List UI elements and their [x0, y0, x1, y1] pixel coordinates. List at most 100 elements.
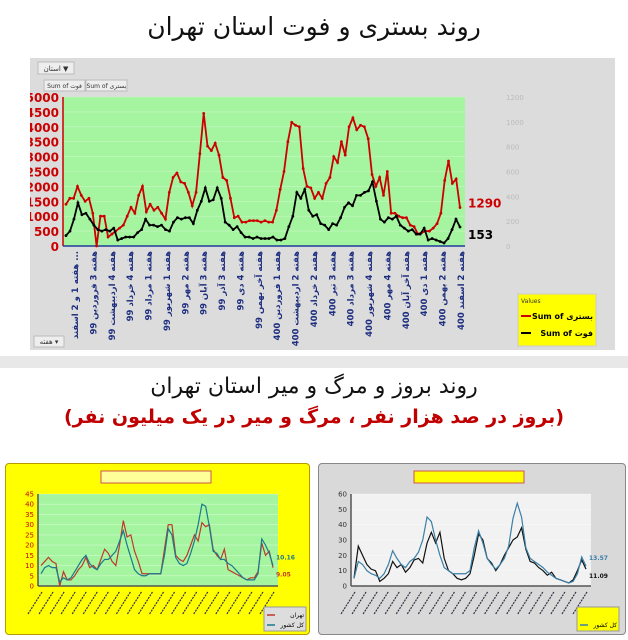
data-point — [255, 235, 259, 239]
data-point — [439, 211, 443, 215]
data-point — [248, 219, 252, 223]
data-point — [118, 226, 121, 230]
x-tick-label: هفته 3 تیر 400 — [328, 251, 338, 316]
x-tick-label: هفته 1 مرداد 99 — [145, 251, 155, 321]
data-point — [305, 185, 309, 188]
filter-button[interactable] — [37, 61, 75, 75]
data-point — [141, 185, 144, 188]
x-tick-mark — [237, 591, 253, 615]
end-value-label: 9.05 — [276, 572, 291, 579]
data-point — [402, 226, 406, 230]
data-point — [442, 241, 446, 245]
data-point — [287, 225, 291, 229]
data-point — [263, 219, 267, 223]
data-point — [379, 217, 382, 221]
y-tick-label: 35 — [25, 511, 34, 519]
axis-field-button[interactable] — [33, 335, 65, 348]
field-button[interactable] — [85, 79, 128, 92]
data-point — [378, 176, 382, 179]
x-tick-mark — [572, 591, 588, 615]
data-point — [213, 141, 217, 145]
data-point — [335, 223, 339, 227]
data-point — [454, 177, 458, 181]
data-point — [294, 123, 297, 127]
data-point — [156, 205, 160, 209]
data-point — [225, 179, 229, 182]
data-point — [408, 223, 412, 227]
data-point — [279, 238, 283, 242]
x-tick-label: هفته 1 فروردین 400 — [273, 251, 283, 341]
data-point — [303, 187, 307, 191]
legend-label: Sum of بستری — [532, 312, 593, 321]
x-tick-mark — [248, 591, 264, 615]
y-tick-label: 20 — [338, 552, 347, 560]
data-point — [179, 180, 183, 184]
data-point — [327, 228, 331, 232]
data-point — [92, 223, 96, 227]
data-point — [427, 229, 431, 233]
y-tick-label: 1500 — [30, 195, 59, 209]
legend-label: Sum of فوت — [540, 329, 593, 338]
x-tick-mark — [193, 591, 209, 615]
data-point — [447, 159, 450, 163]
data-point — [286, 140, 290, 144]
y-tick-label: 30 — [25, 521, 34, 529]
data-point — [106, 235, 110, 239]
data-point — [406, 229, 410, 233]
x-tick-mark — [450, 591, 466, 615]
data-point — [263, 237, 267, 240]
data-point — [367, 189, 370, 193]
data-point — [247, 235, 251, 239]
data-point — [102, 214, 106, 218]
data-point — [183, 182, 186, 185]
data-point — [223, 220, 227, 224]
data-point — [275, 238, 279, 242]
data-point — [282, 170, 286, 173]
data-point — [267, 220, 271, 224]
data-point — [129, 205, 133, 209]
y-tick-label: 40 — [338, 521, 347, 529]
x-tick-mark — [115, 591, 131, 615]
data-point — [271, 220, 274, 224]
x-tick-label: هفته 4 مهر 400 — [383, 251, 393, 320]
data-point — [359, 193, 362, 197]
data-point — [108, 229, 112, 233]
data-point — [95, 244, 99, 248]
y-tick-label: 0 — [51, 240, 59, 254]
data-point — [320, 196, 324, 200]
data-point — [410, 228, 414, 232]
data-point — [160, 211, 164, 215]
x-tick-mark — [384, 591, 400, 615]
data-point — [76, 201, 80, 205]
data-point — [124, 235, 128, 239]
data-point — [313, 196, 317, 200]
x-tick-label: هفته 4 شهریور 400 — [365, 251, 375, 337]
data-point — [125, 214, 129, 218]
data-point — [207, 199, 211, 203]
x-tick-mark — [528, 591, 544, 615]
data-point — [110, 232, 114, 236]
data-point — [76, 185, 79, 188]
data-point — [385, 170, 389, 173]
data-point — [252, 219, 255, 223]
x-tick-mark — [550, 591, 566, 615]
x-tick-label: هفته 3 آبان 99 — [198, 251, 210, 315]
data-point — [195, 208, 199, 212]
data-point — [235, 225, 239, 229]
field-button[interactable] — [43, 79, 86, 92]
data-point — [144, 210, 148, 214]
y-tick-label: 5 — [30, 572, 34, 580]
data-point — [291, 214, 295, 218]
data-point — [160, 223, 163, 227]
data-point — [243, 235, 247, 239]
main-title: روند بستری و فوت استان تهران — [147, 12, 481, 41]
data-point — [290, 120, 294, 124]
data-point — [331, 222, 335, 226]
data-point — [140, 228, 144, 232]
data-point — [422, 226, 426, 230]
data-point — [370, 173, 374, 176]
data-point — [91, 211, 95, 215]
x-tick-label: هفته 4 اردیبهشت 99 — [108, 251, 118, 340]
x-tick-mark — [506, 591, 522, 615]
x-tick-mark — [126, 591, 142, 615]
